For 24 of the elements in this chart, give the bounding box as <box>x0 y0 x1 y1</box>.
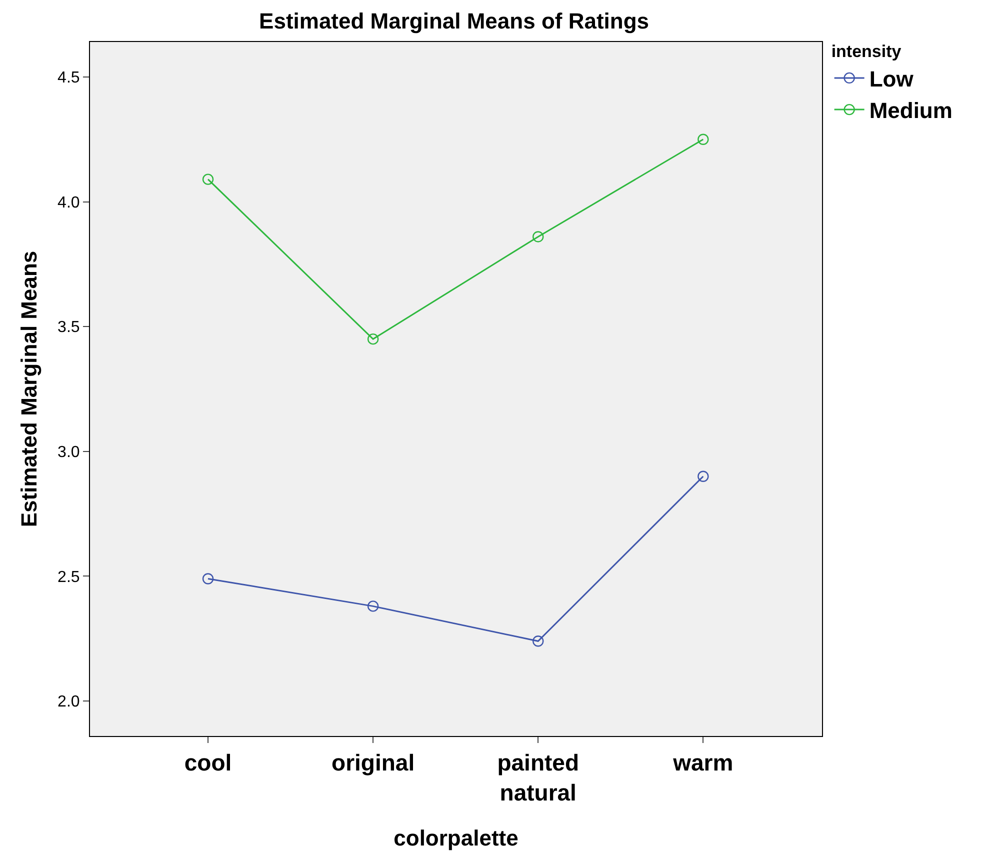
legend-title: intensity <box>831 42 902 62</box>
y-tick-label: 2.5 <box>58 568 80 586</box>
y-tick-label: 4.5 <box>58 70 80 87</box>
point <box>698 470 709 482</box>
point <box>698 134 709 145</box>
point <box>367 333 379 345</box>
point <box>532 231 544 242</box>
x-tick-label: cool <box>184 750 232 776</box>
y-axis-title: Estimated Marginal Means <box>16 250 42 528</box>
y-tick-label: 4.0 <box>58 194 80 212</box>
chart-title: Estimated Marginal Means of Ratings <box>259 8 650 34</box>
x-tick-label: original <box>332 750 415 776</box>
point <box>202 573 214 584</box>
x-tick-label: painted natural <box>497 750 579 806</box>
x-axis-title: colorpalette <box>394 825 518 850</box>
y-tick-label: 2.0 <box>58 694 80 711</box>
point <box>202 174 214 185</box>
y-tick-label: 3.5 <box>58 319 80 336</box>
legend-label: Medium <box>869 98 952 124</box>
point <box>532 636 544 647</box>
y-tick-label: 3.0 <box>58 444 80 462</box>
legend-label: Low <box>869 66 914 92</box>
point <box>367 600 379 612</box>
x-tick-label: warm <box>672 750 734 776</box>
